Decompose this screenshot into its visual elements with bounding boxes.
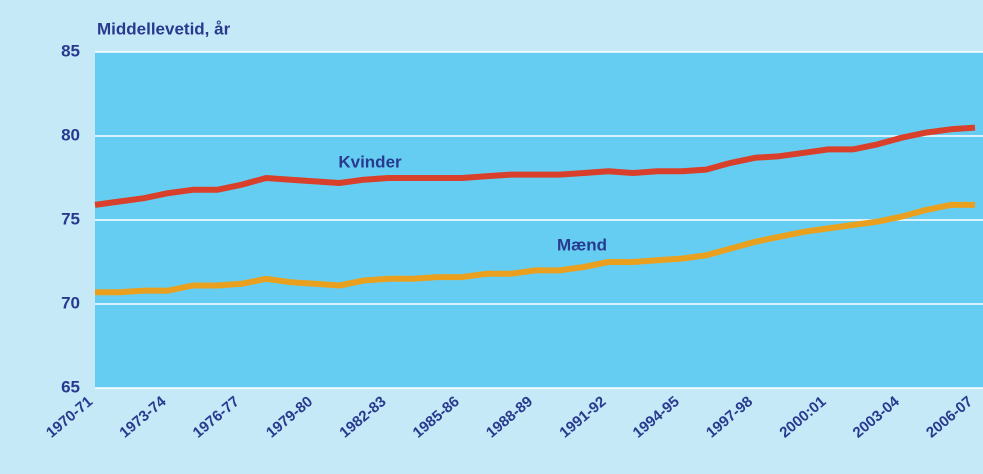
x-tick-label: 1982-83 xyxy=(336,393,389,441)
series-line xyxy=(94,124,976,208)
x-tick-label: 1988-89 xyxy=(483,393,536,441)
series-line xyxy=(95,201,975,296)
x-tick-label: 1985-86 xyxy=(410,393,463,441)
x-tick-label: 1973-74 xyxy=(116,393,170,442)
x-tick-label: 1994-95 xyxy=(630,393,683,441)
series-label: Kvinder xyxy=(338,152,402,171)
x-tick-label: 2003-04 xyxy=(850,393,904,442)
x-tick-label: 1976-77 xyxy=(190,393,243,441)
y-tick-label: 70 xyxy=(61,293,80,312)
x-tick-label: 2006-07 xyxy=(923,393,976,441)
x-tick-label: 1970-71 xyxy=(43,393,96,441)
x-tick-label: 1979-80 xyxy=(263,393,316,441)
y-tick-label: 75 xyxy=(61,209,80,228)
series-label: Mænd xyxy=(557,235,607,254)
x-tick-label: 1997-98 xyxy=(703,393,756,441)
y-axis-title: Middellevetid, år xyxy=(97,19,231,38)
x-tick-label: 2000:01 xyxy=(776,393,829,441)
y-tick-label: 65 xyxy=(61,377,80,396)
y-tick-label: 80 xyxy=(61,125,80,144)
y-tick-label: 85 xyxy=(61,41,80,60)
x-tick-label: 1991-92 xyxy=(556,393,609,441)
